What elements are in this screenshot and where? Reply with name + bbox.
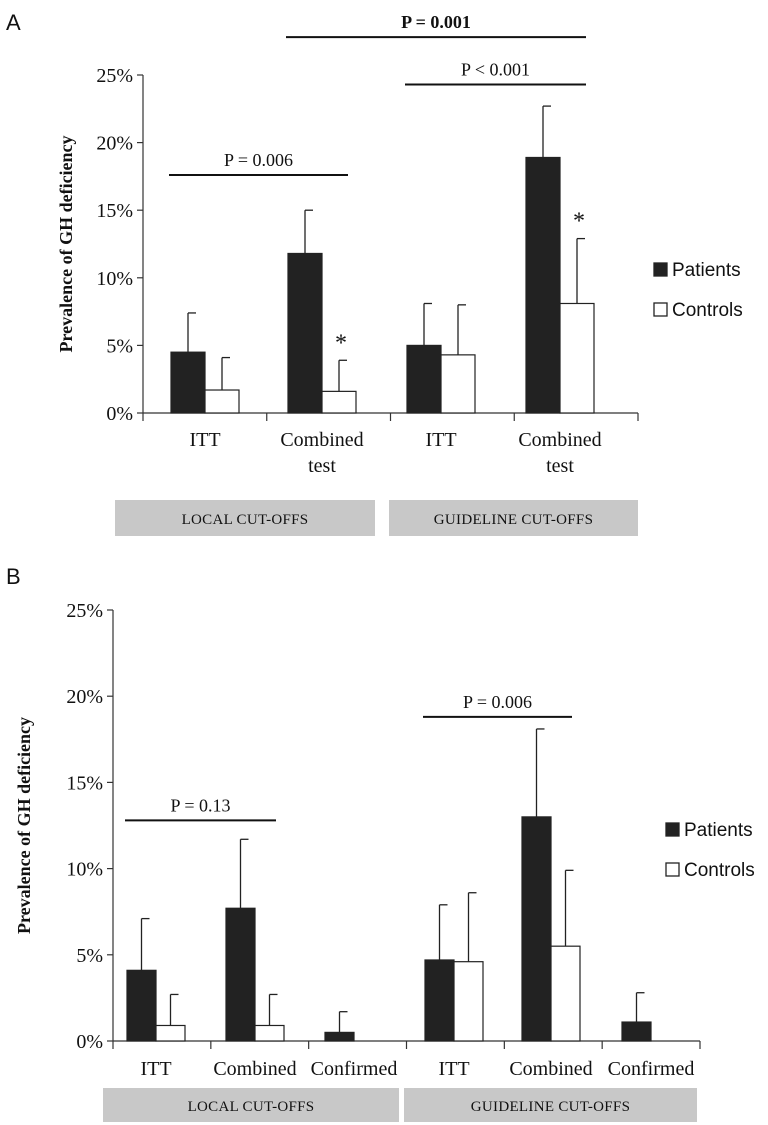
legend-swatch-controls (653, 302, 668, 317)
significance-label: P < 0.001 (461, 59, 530, 79)
group-box (389, 500, 638, 536)
bar-controls-3 (453, 961, 484, 1042)
bar-controls-4 (550, 945, 581, 1042)
category-label: Combined (213, 1058, 296, 1080)
chart-panel-a: A Prevalence of GH deficiency 0% 5% 10% 15% 20… (6, 10, 743, 536)
legend-label-controls: Controls (672, 300, 743, 321)
y-tick-label: 20% (96, 133, 133, 155)
legend-label-controls: Controls (684, 860, 755, 881)
y-tick-label: 0% (106, 403, 133, 425)
category-label: ITT (438, 1058, 469, 1080)
bar-controls-1 (254, 1024, 285, 1042)
legend-label-patients: Patients (672, 260, 741, 281)
y-tick-label: 10% (96, 268, 133, 290)
category-label: test (546, 455, 574, 477)
category-label: ITT (189, 429, 220, 451)
y-tick-label: 10% (66, 859, 103, 881)
y-tick-label: 15% (96, 200, 133, 222)
bar-patients-3 (424, 959, 455, 1042)
y-tick-label: 20% (66, 686, 103, 708)
y-axis-label: Prevalence of GH deficiency (14, 717, 34, 934)
bar-controls-1 (321, 390, 357, 414)
bar-patients-4 (521, 816, 552, 1042)
significance-star: * (335, 330, 347, 356)
bar-controls-0 (155, 1024, 186, 1042)
legend-swatch-controls (665, 862, 680, 877)
category-label: ITT (140, 1058, 171, 1080)
bar-patients-1 (225, 907, 256, 1042)
category-label: test (308, 455, 336, 477)
significance-label: P = 0.006 (463, 692, 532, 712)
bar-patients-2 (406, 344, 442, 414)
bar-patients-2 (324, 1031, 355, 1042)
significance-label: P = 0.006 (224, 150, 293, 170)
significance-star: * (573, 209, 585, 235)
chart-panel-b: B Prevalence of GH deficiency 0% 5% 10% 15% 20… (6, 564, 755, 1122)
group-box (115, 500, 375, 536)
legend-swatch-patients (653, 262, 668, 277)
panel-letter: A (6, 10, 21, 35)
y-tick-label: 5% (76, 945, 103, 967)
bar-patients-3 (525, 156, 561, 414)
group-box (404, 1088, 697, 1122)
y-tick-label: 5% (106, 335, 133, 357)
category-label: Confirmed (608, 1058, 695, 1080)
category-label: Combined (280, 429, 363, 451)
significance-label: P = 0.13 (171, 795, 231, 815)
y-tick-label: 25% (66, 600, 103, 622)
bar-patients-0 (126, 969, 157, 1042)
category-label: Combined (509, 1058, 592, 1080)
bar-controls-3 (559, 302, 595, 414)
legend-swatch-patients (665, 822, 680, 837)
y-tick-label: 15% (66, 772, 103, 794)
bar-controls-0 (204, 389, 240, 414)
y-axis-label: Prevalence of GH deficiency (56, 135, 76, 352)
bar-patients-5 (621, 1021, 652, 1042)
group-label: LOCAL CUT-OFFS (182, 512, 309, 528)
category-label: Confirmed (311, 1058, 398, 1080)
bar-patients-0 (170, 351, 206, 414)
group-label: LOCAL CUT-OFFS (188, 1099, 315, 1115)
category-label: Combined (518, 429, 601, 451)
panel-letter: B (6, 564, 21, 589)
bar-patients-1 (287, 252, 323, 414)
group-label: GUIDELINE CUT-OFFS (471, 1099, 630, 1115)
legend-label-patients: Patients (684, 820, 753, 841)
significance-label: P = 0.001 (401, 12, 471, 32)
group-box (103, 1088, 399, 1122)
bar-controls-2 (440, 354, 476, 414)
y-tick-label: 25% (96, 65, 133, 87)
category-label: ITT (425, 429, 456, 451)
y-tick-label: 0% (76, 1031, 103, 1053)
group-label: GUIDELINE CUT-OFFS (434, 512, 593, 528)
